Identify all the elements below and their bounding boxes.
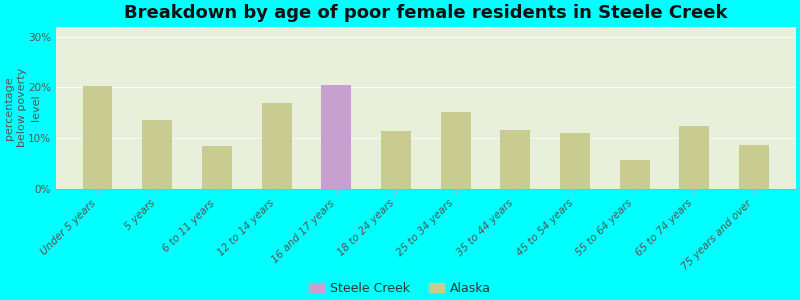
Bar: [381, 131, 411, 189]
Title: Breakdown by age of poor female residents in Steele Creek: Breakdown by age of poor female resident…: [124, 4, 727, 22]
Bar: [501, 130, 530, 189]
Bar: [322, 85, 351, 189]
Bar: [202, 146, 232, 189]
Legend: Steele Creek, Alaska: Steele Creek, Alaska: [304, 277, 496, 300]
Bar: [142, 121, 172, 189]
Y-axis label: percentage
below poverty
level: percentage below poverty level: [4, 68, 41, 147]
Bar: [620, 160, 650, 189]
Bar: [739, 145, 769, 189]
Bar: [82, 86, 113, 189]
Bar: [679, 126, 710, 189]
Bar: [262, 103, 291, 189]
Bar: [560, 133, 590, 189]
Bar: [441, 112, 470, 189]
